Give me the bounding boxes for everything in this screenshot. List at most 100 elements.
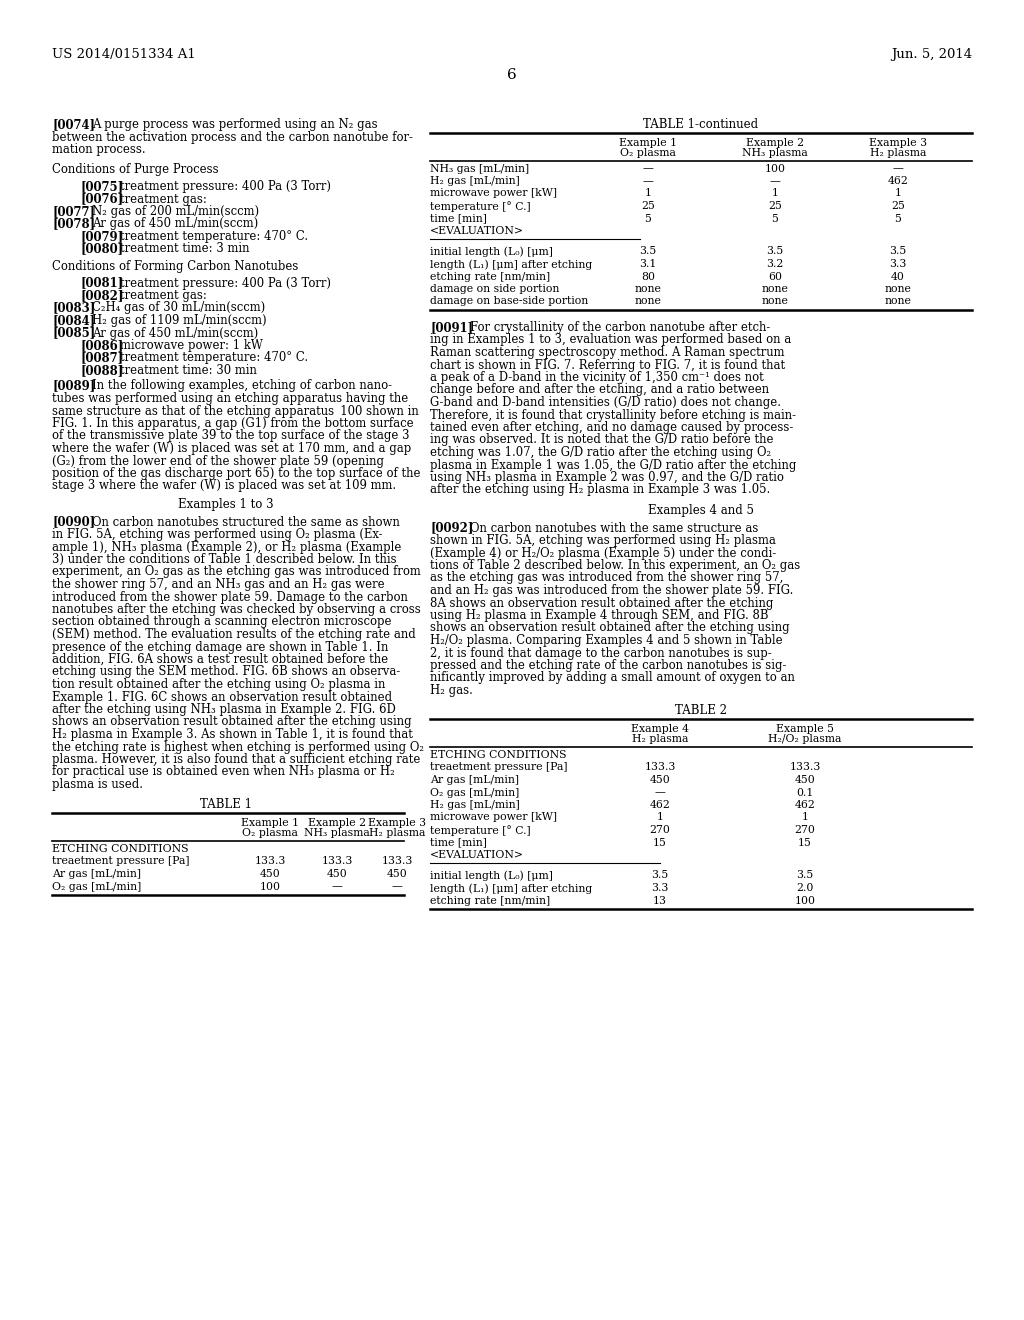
Text: 270: 270 bbox=[649, 825, 671, 836]
Text: shown in FIG. 5A, etching was performed using H₂ plasma: shown in FIG. 5A, etching was performed … bbox=[430, 535, 776, 546]
Text: shows an observation result obtained after the etching using: shows an observation result obtained aft… bbox=[52, 715, 412, 729]
Text: O₂ plasma: O₂ plasma bbox=[621, 148, 676, 158]
Text: pressed and the etching rate of the carbon nanotubes is sig-: pressed and the etching rate of the carb… bbox=[430, 659, 786, 672]
Text: Examples 1 to 3: Examples 1 to 3 bbox=[178, 498, 273, 511]
Text: 1: 1 bbox=[771, 189, 778, 198]
Text: 100: 100 bbox=[795, 895, 815, 906]
Text: [0085]: [0085] bbox=[52, 326, 95, 339]
Text: plasma. However, it is also found that a sufficient etching rate: plasma. However, it is also found that a… bbox=[52, 752, 421, 766]
Text: time [min]: time [min] bbox=[430, 837, 486, 847]
Text: 1: 1 bbox=[895, 189, 901, 198]
Text: [0076]: [0076] bbox=[80, 193, 123, 206]
Text: 25: 25 bbox=[641, 201, 655, 211]
Text: 0.1: 0.1 bbox=[797, 788, 814, 797]
Text: 133.3: 133.3 bbox=[381, 857, 413, 866]
Text: the etching rate is highest when etching is performed using O₂: the etching rate is highest when etching… bbox=[52, 741, 424, 754]
Text: NH₃ gas [mL/min]: NH₃ gas [mL/min] bbox=[430, 164, 529, 173]
Text: 5: 5 bbox=[895, 214, 901, 223]
Text: none: none bbox=[885, 297, 911, 306]
Text: position of the gas discharge port 65) to the top surface of the: position of the gas discharge port 65) t… bbox=[52, 467, 421, 480]
Text: none: none bbox=[635, 284, 662, 294]
Text: TABLE 1-continued: TABLE 1-continued bbox=[643, 117, 759, 131]
Text: O₂ gas [mL/min]: O₂ gas [mL/min] bbox=[52, 882, 141, 891]
Text: Ar gas [mL/min]: Ar gas [mL/min] bbox=[430, 775, 519, 785]
Text: 462: 462 bbox=[649, 800, 671, 810]
Text: [0091]: [0091] bbox=[430, 321, 473, 334]
Text: H₂/O₂ plasma. Comparing Examples 4 and 5 shown in Table: H₂/O₂ plasma. Comparing Examples 4 and 5… bbox=[430, 634, 782, 647]
Text: treatment pressure: 400 Pa (3 Torr): treatment pressure: 400 Pa (3 Torr) bbox=[120, 180, 331, 193]
Text: 40: 40 bbox=[891, 272, 905, 281]
Text: N₂ gas of 200 mL/min(sccm): N₂ gas of 200 mL/min(sccm) bbox=[92, 205, 259, 218]
Text: experiment, an O₂ gas as the etching gas was introduced from: experiment, an O₂ gas as the etching gas… bbox=[52, 565, 421, 578]
Text: [0087]: [0087] bbox=[80, 351, 123, 364]
Text: <EVALUATION>: <EVALUATION> bbox=[430, 850, 524, 861]
Text: [0089]: [0089] bbox=[52, 380, 95, 392]
Text: TABLE 1: TABLE 1 bbox=[200, 799, 252, 812]
Text: (SEM) method. The evaluation results of the etching rate and: (SEM) method. The evaluation results of … bbox=[52, 628, 416, 642]
Text: change before and after the etching, and a ratio between: change before and after the etching, and… bbox=[430, 384, 769, 396]
Text: —: — bbox=[770, 176, 780, 186]
Text: shows an observation result obtained after the etching using: shows an observation result obtained aft… bbox=[430, 622, 790, 635]
Text: Example 3: Example 3 bbox=[869, 137, 927, 148]
Text: 133.3: 133.3 bbox=[322, 857, 352, 866]
Text: Ar gas of 450 mL/min(sccm): Ar gas of 450 mL/min(sccm) bbox=[92, 218, 258, 231]
Text: 6: 6 bbox=[507, 69, 517, 82]
Text: Ar gas [mL/min]: Ar gas [mL/min] bbox=[52, 869, 141, 879]
Text: damage on side portion: damage on side portion bbox=[430, 284, 559, 294]
Text: treatment temperature: 470° C.: treatment temperature: 470° C. bbox=[120, 351, 308, 364]
Text: mation process.: mation process. bbox=[52, 143, 145, 156]
Text: 462: 462 bbox=[795, 800, 815, 810]
Text: 133.3: 133.3 bbox=[254, 857, 286, 866]
Text: H₂ plasma: H₂ plasma bbox=[632, 734, 688, 744]
Text: where the wafer (W) is placed was set at 170 mm, and a gap: where the wafer (W) is placed was set at… bbox=[52, 442, 412, 455]
Text: 450: 450 bbox=[795, 775, 815, 785]
Text: temperature [° C.]: temperature [° C.] bbox=[430, 201, 530, 213]
Text: 462: 462 bbox=[888, 176, 908, 186]
Text: —: — bbox=[643, 176, 653, 186]
Text: Example 3: Example 3 bbox=[368, 818, 426, 828]
Text: 3) under the conditions of Table 1 described below. In this: 3) under the conditions of Table 1 descr… bbox=[52, 553, 396, 566]
Text: For crystallinity of the carbon nanotube after etch-: For crystallinity of the carbon nanotube… bbox=[470, 321, 770, 334]
Text: 450: 450 bbox=[260, 869, 281, 879]
Text: 80: 80 bbox=[641, 272, 655, 281]
Text: after the etching using NH₃ plasma in Example 2. FIG. 6D: after the etching using NH₃ plasma in Ex… bbox=[52, 704, 395, 715]
Text: presence of the etching damage are shown in Table 1. In: presence of the etching damage are shown… bbox=[52, 640, 388, 653]
Text: between the activation process and the carbon nanotube for-: between the activation process and the c… bbox=[52, 131, 413, 144]
Text: C₂H₄ gas of 30 mL/min(sccm): C₂H₄ gas of 30 mL/min(sccm) bbox=[92, 301, 265, 314]
Text: ample 1), NH₃ plasma (Example 2), or H₂ plasma (Example: ample 1), NH₃ plasma (Example 2), or H₂ … bbox=[52, 540, 401, 553]
Text: [0078]: [0078] bbox=[52, 218, 95, 231]
Text: none: none bbox=[885, 284, 911, 294]
Text: Therefore, it is found that crystallinity before etching is main-: Therefore, it is found that crystallinit… bbox=[430, 408, 796, 421]
Text: H₂ gas of 1109 mL/min(sccm): H₂ gas of 1109 mL/min(sccm) bbox=[92, 314, 266, 327]
Text: a peak of a D-band in the vicinity of 1,350 cm⁻¹ does not: a peak of a D-band in the vicinity of 1,… bbox=[430, 371, 764, 384]
Text: 100: 100 bbox=[765, 164, 785, 173]
Text: 5: 5 bbox=[771, 214, 778, 223]
Text: 60: 60 bbox=[768, 272, 782, 281]
Text: TABLE 2: TABLE 2 bbox=[675, 705, 727, 718]
Text: the shower ring 57, and an NH₃ gas and an H₂ gas were: the shower ring 57, and an NH₃ gas and a… bbox=[52, 578, 385, 591]
Text: ing was observed. It is noted that the G/D ratio before the: ing was observed. It is noted that the G… bbox=[430, 433, 773, 446]
Text: microwave power [kW]: microwave power [kW] bbox=[430, 189, 557, 198]
Text: (Example 4) or H₂/O₂ plasma (Example 5) under the condi-: (Example 4) or H₂/O₂ plasma (Example 5) … bbox=[430, 546, 776, 560]
Text: 1: 1 bbox=[644, 189, 651, 198]
Text: ing in Examples 1 to 3, evaluation was performed based on a: ing in Examples 1 to 3, evaluation was p… bbox=[430, 334, 792, 346]
Text: —: — bbox=[893, 164, 903, 173]
Text: initial length (L₀) [μm]: initial length (L₀) [μm] bbox=[430, 870, 553, 880]
Text: 2.0: 2.0 bbox=[797, 883, 814, 894]
Text: A purge process was performed using an N₂ gas: A purge process was performed using an N… bbox=[92, 117, 378, 131]
Text: [0088]: [0088] bbox=[80, 364, 123, 378]
Text: plasma is used.: plasma is used. bbox=[52, 777, 143, 791]
Text: H₂ plasma: H₂ plasma bbox=[869, 148, 926, 158]
Text: 450: 450 bbox=[649, 775, 671, 785]
Text: Ar gas of 450 mL/min(sccm): Ar gas of 450 mL/min(sccm) bbox=[92, 326, 258, 339]
Text: after the etching using H₂ plasma in Example 3 was 1.05.: after the etching using H₂ plasma in Exa… bbox=[430, 483, 770, 496]
Text: nanotubes after the etching was checked by observing a cross: nanotubes after the etching was checked … bbox=[52, 603, 421, 616]
Text: microwave power [kW]: microwave power [kW] bbox=[430, 813, 557, 822]
Text: —: — bbox=[654, 788, 666, 797]
Text: [0081]: [0081] bbox=[80, 276, 123, 289]
Text: treatment gas:: treatment gas: bbox=[120, 193, 207, 206]
Text: [0079]: [0079] bbox=[80, 230, 123, 243]
Text: 3.5: 3.5 bbox=[766, 247, 783, 256]
Text: O₂ plasma: O₂ plasma bbox=[242, 829, 298, 838]
Text: FIG. 1. In this apparatus, a gap (G1) from the bottom surface: FIG. 1. In this apparatus, a gap (G1) fr… bbox=[52, 417, 414, 430]
